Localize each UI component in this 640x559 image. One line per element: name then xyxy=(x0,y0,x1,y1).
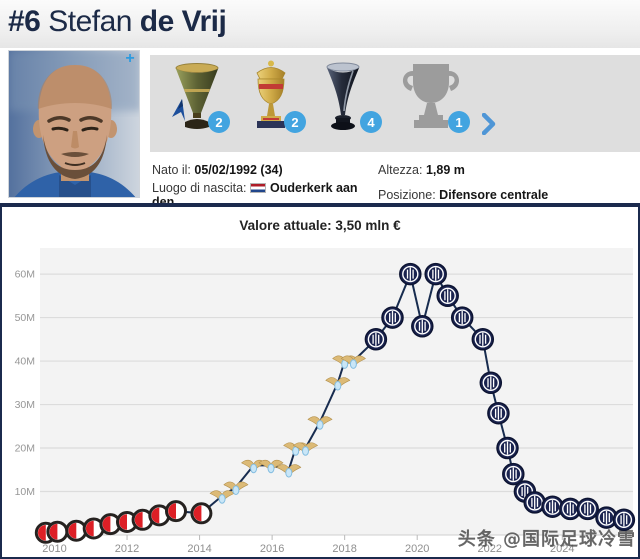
market-value-point-inter[interactable] xyxy=(424,262,447,286)
market-value-point-feyenoord[interactable] xyxy=(165,500,187,523)
trophy-generic[interactable]: 1 xyxy=(396,59,470,145)
more-trophies-button[interactable] xyxy=(481,112,496,140)
market-value-point-inter[interactable] xyxy=(612,508,636,532)
player-photo: + xyxy=(8,50,140,198)
market-value-point-lazio[interactable] xyxy=(325,377,351,391)
market-value-point-inter[interactable] xyxy=(471,328,495,351)
market-value-point-inter[interactable] xyxy=(399,262,422,286)
header: #6 Stefan de Vrij xyxy=(0,0,640,48)
x-axis-label: 2014 xyxy=(187,543,211,555)
market-value-chart-svg: 10M 20M 30M 40M 50M 60M 2010 2012 2014 2016 2018 20… xyxy=(15,248,636,555)
current-value-title: Valore attuale: 3,50 mln € xyxy=(239,218,401,233)
info-position: Posizione: Difensore centrale xyxy=(378,187,549,202)
player-info: Nato il: 05/02/1992 (34) Altezza: 1,89 m… xyxy=(152,157,638,209)
y-axis-label: 60M xyxy=(15,269,35,281)
market-value-point-inter[interactable] xyxy=(541,495,564,518)
x-axis-label: 2020 xyxy=(405,543,429,555)
market-value-point-lazio[interactable] xyxy=(292,442,319,456)
market-value-point-inter[interactable] xyxy=(364,328,388,351)
player-portrait-image xyxy=(9,51,139,197)
trophy-coppa-italia[interactable]: 2 xyxy=(244,59,306,145)
market-value-point-inter[interactable] xyxy=(487,401,510,425)
market-value-point-lazio[interactable] xyxy=(340,355,366,369)
add-photo-icon[interactable]: + xyxy=(125,50,135,67)
market-value-point-inter[interactable] xyxy=(559,497,582,521)
y-axis-label: 50M xyxy=(15,312,35,324)
trophy-serie-a[interactable]: 2 xyxy=(168,59,230,145)
trophy-strip: 2 2 xyxy=(150,55,640,152)
watermark: 头条 @国际足球冷雪 xyxy=(458,528,636,550)
market-value-point-inter[interactable] xyxy=(576,497,599,521)
x-axis-label: 2016 xyxy=(260,543,284,555)
shirt-number: #6 xyxy=(8,5,41,38)
trophy-count-badge: 2 xyxy=(284,111,306,133)
chevron-right-icon xyxy=(481,112,496,136)
market-value-point-inter[interactable] xyxy=(450,306,474,329)
info-born: Nato il: 05/02/1992 (34) xyxy=(152,162,283,177)
market-value-point-feyenoord[interactable] xyxy=(190,502,213,525)
trophy-count-badge: 1 xyxy=(448,111,470,133)
market-value-point-inter[interactable] xyxy=(436,284,459,308)
market-value-point-inter[interactable] xyxy=(523,491,546,514)
coppa-italia-trophy-icon xyxy=(256,60,286,128)
trophy-generic-icon xyxy=(402,64,460,128)
market-value-point-lazio[interactable] xyxy=(307,416,333,430)
market-value-point-lazio[interactable] xyxy=(209,490,235,504)
info-height: Altezza: 1,89 m xyxy=(378,162,465,177)
market-value-point-inter[interactable] xyxy=(411,315,434,338)
trophy-supercoppa[interactable]: 4 xyxy=(320,59,382,145)
y-axis-label: 10M xyxy=(15,486,35,498)
y-axis-label: 20M xyxy=(15,443,35,455)
page-title: #6 Stefan de Vrij xyxy=(0,0,640,39)
supercoppa-italiana-trophy-icon xyxy=(326,62,360,130)
y-axis-label: 30M xyxy=(15,399,35,411)
market-value-point-feyenoord[interactable] xyxy=(46,520,69,543)
x-axis-label: 2012 xyxy=(115,543,139,555)
x-axis-label: 2024 xyxy=(550,543,574,555)
x-axis-label: 2010 xyxy=(42,543,66,555)
market-value-point-lazio[interactable] xyxy=(276,464,302,478)
market-value-point-inter[interactable] xyxy=(381,306,404,329)
x-axis-label: 2022 xyxy=(477,543,501,555)
market-value-point-feyenoord[interactable] xyxy=(82,517,105,540)
x-axis-label: 2018 xyxy=(332,543,356,555)
market-value-panel: Valore attuale: 3,50 mln € 10M 20M 30M 40M 5… xyxy=(0,203,640,559)
market-value-point-inter[interactable] xyxy=(502,462,525,486)
market-value-chart: 10M 20M 30M 40M 50M 60M 2010 2012 2014 2016 2018 20… xyxy=(2,243,638,559)
market-value-point-lazio[interactable] xyxy=(223,481,249,495)
market-value-point-inter[interactable] xyxy=(496,436,519,460)
market-value-point-inter[interactable] xyxy=(479,371,503,395)
netherlands-flag-icon xyxy=(250,182,266,193)
player-first-name: Stefan xyxy=(48,5,132,38)
market-value-point-feyenoord[interactable] xyxy=(116,511,138,533)
serie-a-trophy-icon xyxy=(172,63,219,129)
market-value-point-feyenoord[interactable] xyxy=(65,519,88,542)
player-last-name: de Vrij xyxy=(139,5,227,38)
trophy-count-badge: 4 xyxy=(360,111,382,133)
y-axis-label: 40M xyxy=(15,356,35,368)
trophy-count-badge: 2 xyxy=(208,111,230,133)
market-value-point-lazio[interactable] xyxy=(258,459,284,474)
